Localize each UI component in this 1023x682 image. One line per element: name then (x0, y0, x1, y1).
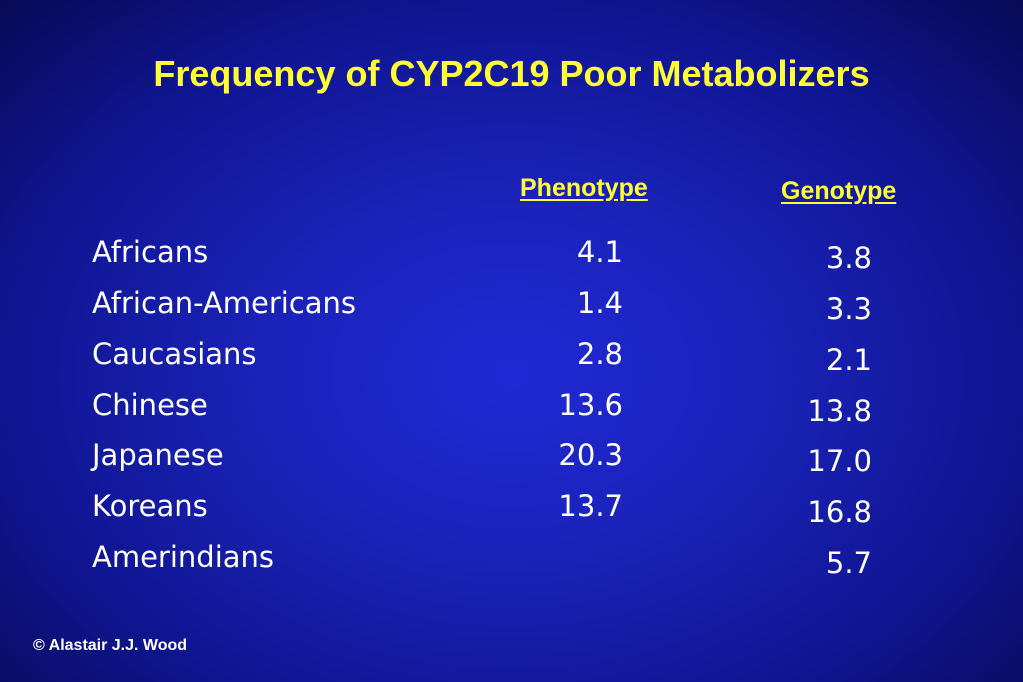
genotype-value-caucasians: 2.1 (825, 343, 872, 377)
genotype-value-amerindians: 5.7 (825, 546, 872, 580)
copyright-notice: © Alastair J.J. Wood (33, 637, 188, 654)
population-label-japanese: Japanese (92, 438, 224, 472)
phenotype-value-chinese: 13.6 (558, 388, 623, 422)
phenotype-value-koreans: 13.7 (558, 489, 623, 523)
phenotype-value-japanese: 20.3 (558, 438, 623, 472)
phenotype-value-african-americans: 1.4 (576, 286, 623, 320)
phenotype-value-africans: 4.1 (576, 235, 623, 269)
population-label-chinese: Chinese (92, 388, 208, 422)
population-label-amerindians: Amerindians (92, 540, 275, 574)
population-label-african-americans: African-Americans (92, 286, 357, 320)
phenotype-column-header: Phenotype (520, 174, 648, 202)
genotype-value-african-americans: 3.3 (825, 292, 872, 326)
slide-title: Frequency of CYP2C19 Poor Metabolizers (153, 53, 870, 94)
population-label-koreans: Koreans (92, 489, 208, 523)
phenotype-value-caucasians: 2.8 (576, 337, 623, 371)
genotype-value-chinese: 13.8 (807, 394, 872, 428)
population-label-caucasians: Caucasians (92, 337, 257, 371)
genotype-value-africans: 3.8 (825, 241, 872, 275)
population-label-africans: Africans (92, 235, 209, 269)
genotype-value-japanese: 17.0 (807, 444, 872, 478)
genotype-column-header: Genotype (781, 177, 897, 205)
genotype-value-koreans: 16.8 (807, 495, 872, 529)
